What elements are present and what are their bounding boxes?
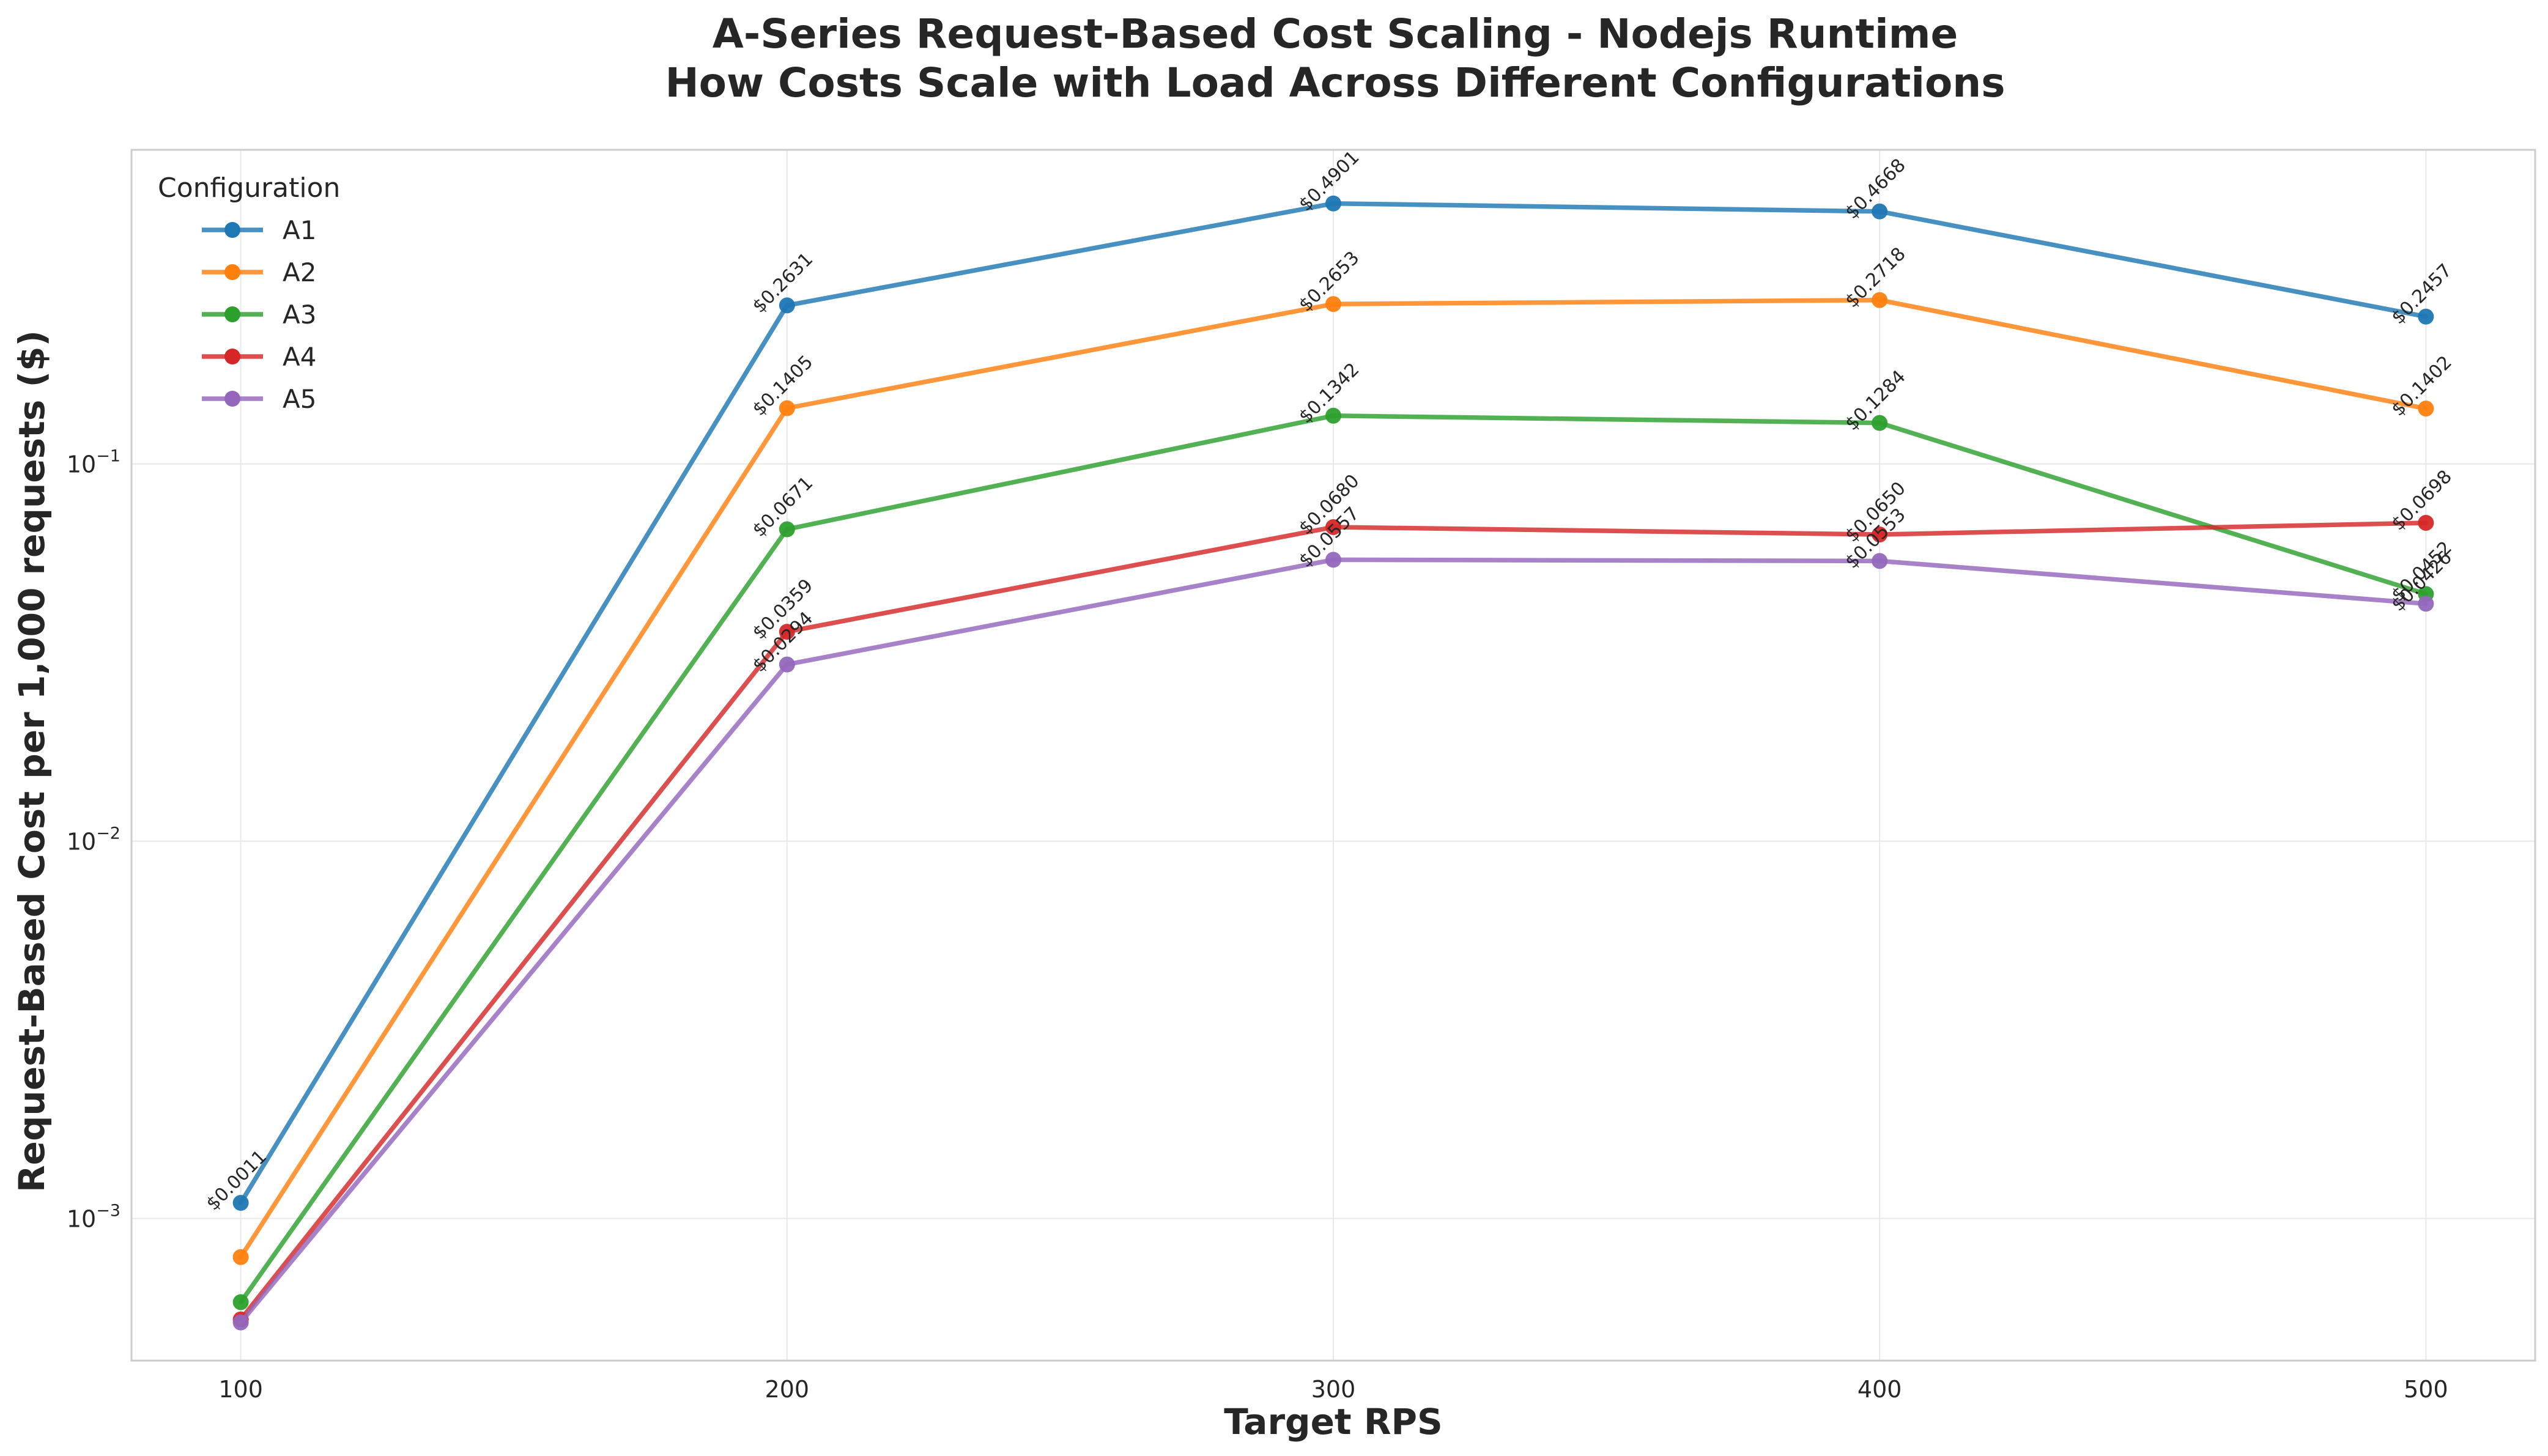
legend-marker — [224, 391, 240, 407]
data-point — [232, 1294, 249, 1310]
data-point — [1872, 203, 1888, 220]
y-tick-label: 10−1 — [67, 447, 120, 478]
legend-title: Configuration — [158, 172, 340, 204]
x-tick-label: 100 — [218, 1376, 263, 1403]
data-point — [2418, 401, 2434, 417]
data-point — [1872, 527, 1888, 543]
legend-label: A2 — [283, 257, 316, 287]
data-point — [2418, 308, 2434, 325]
x-axis-label: Target RPS — [1224, 1401, 1443, 1443]
x-tick-label: 500 — [2404, 1376, 2448, 1403]
data-point — [1872, 553, 1888, 569]
data-point — [1325, 195, 1341, 212]
y-axis-label: Request-Based Cost per 1,000 requests ($… — [11, 330, 53, 1192]
data-point — [1325, 519, 1341, 535]
legend-label: A4 — [283, 342, 316, 372]
x-tick-label: 200 — [765, 1376, 810, 1403]
series-a1 — [232, 195, 2434, 1211]
data-point — [779, 400, 795, 416]
legend: Configuration A1 A2 A3 A4 A5 — [158, 172, 340, 414]
data-point — [1325, 552, 1341, 568]
grid-lines — [131, 150, 2535, 1361]
legend-marker — [224, 306, 240, 322]
y-axis-ticks: 10−3 10−2 10−1 — [67, 447, 120, 1233]
data-point — [779, 656, 795, 673]
legend-marker — [224, 264, 240, 280]
data-point — [1872, 292, 1888, 308]
legend-item-a4: A4 — [202, 342, 316, 372]
chart-title: A-Series Request-Based Cost Scaling - No… — [713, 10, 1958, 57]
chart-subtitle: How Costs Scale with Load Across Differe… — [665, 59, 2005, 106]
legend-marker — [224, 222, 240, 238]
data-point — [232, 1314, 249, 1331]
data-point — [779, 297, 795, 314]
series-a2 — [232, 292, 2434, 1265]
legend-label: A3 — [283, 300, 316, 330]
data-point — [779, 521, 795, 538]
data-point — [2418, 596, 2434, 612]
series-a5 — [232, 552, 2434, 1331]
data-point — [1325, 407, 1341, 424]
y-tick-label: 10−2 — [67, 824, 120, 855]
data-point — [1325, 296, 1341, 312]
legend-marker — [224, 349, 240, 364]
data-point — [2418, 514, 2434, 531]
plot-area-frame — [130, 149, 2536, 1362]
x-tick-label: 300 — [1311, 1376, 1356, 1403]
series-layer — [232, 195, 2434, 1331]
legend-item-a5: A5 — [202, 384, 316, 414]
legend-label: A1 — [283, 215, 316, 245]
data-point — [232, 1195, 249, 1211]
x-axis-ticks: 100 200 300 400 500 — [218, 1376, 2448, 1403]
x-tick-label: 400 — [1857, 1376, 1902, 1403]
y-tick-label: 10−3 — [67, 1202, 120, 1233]
data-point — [1872, 415, 1888, 431]
data-point — [779, 624, 795, 640]
legend-label: A5 — [283, 384, 316, 414]
data-point — [232, 1249, 249, 1265]
legend-item-a2: A2 — [202, 257, 316, 287]
legend-item-a1: A1 — [202, 215, 316, 245]
legend-item-a3: A3 — [202, 300, 316, 330]
